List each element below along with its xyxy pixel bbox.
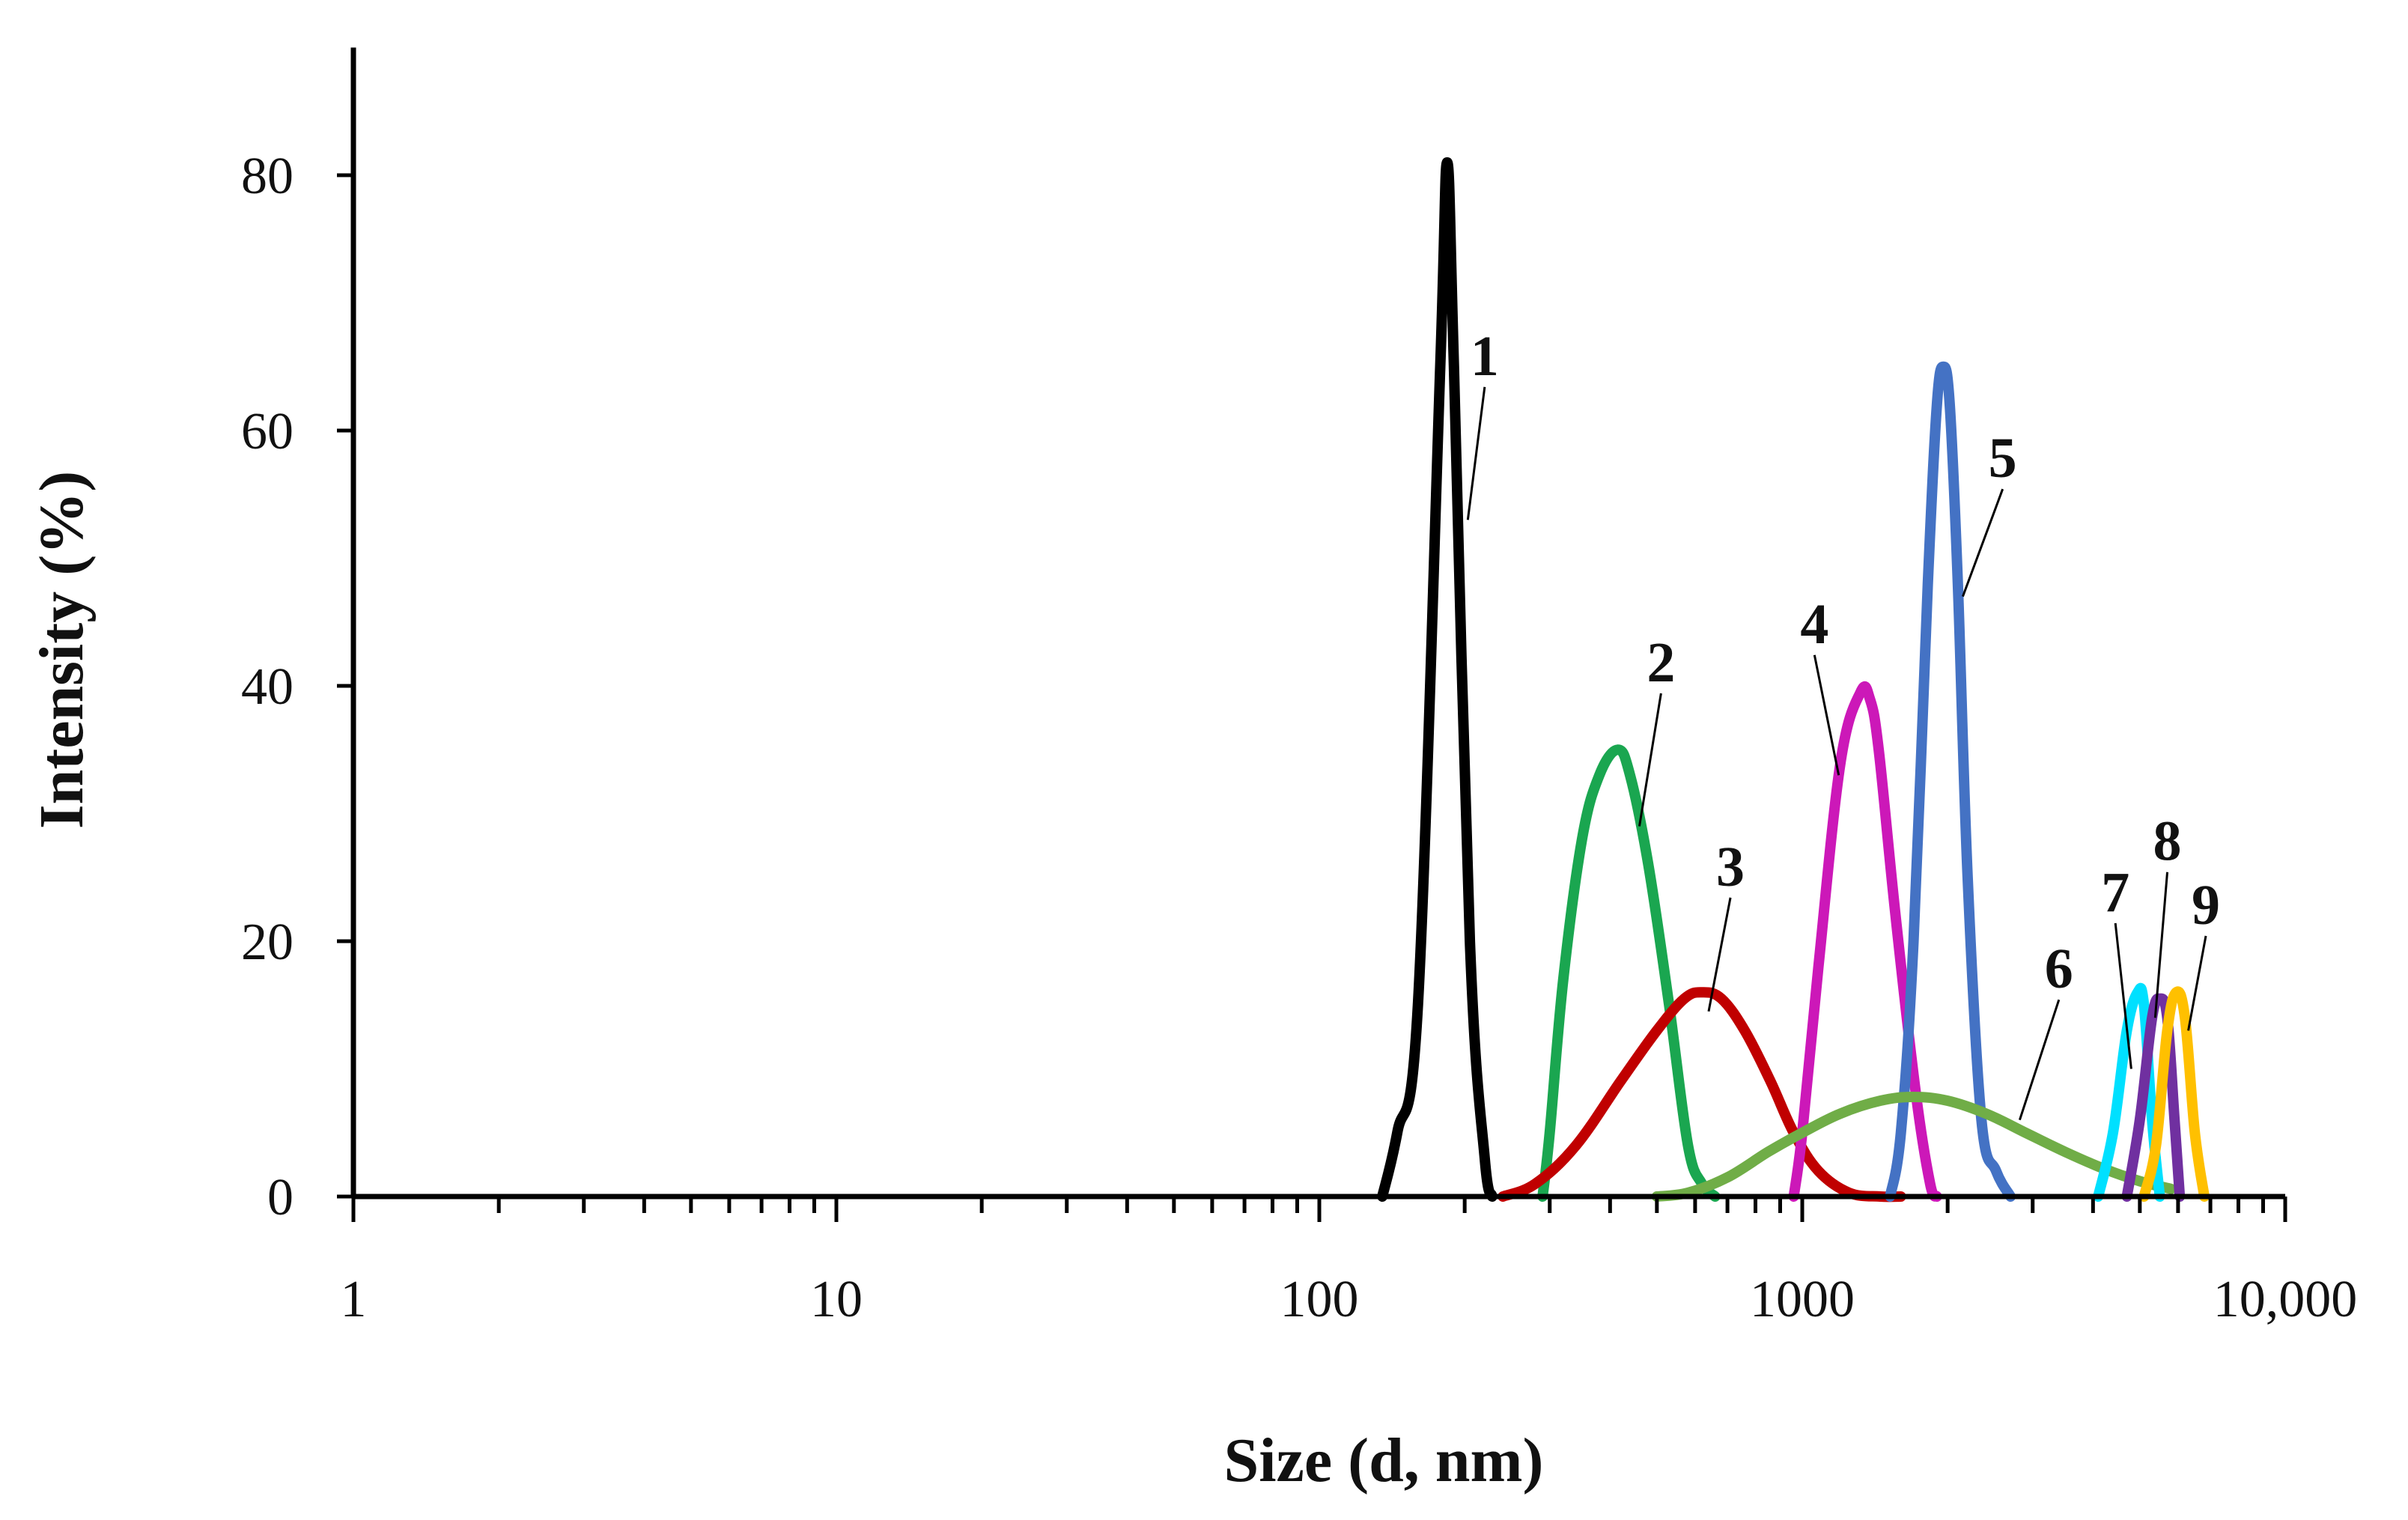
x-tick-label: 1: [341, 1271, 367, 1328]
axes: 0 20 40 60 80 1 10 100 1000 10,000: [241, 47, 2358, 1328]
series-4-leader: [1813, 654, 1840, 776]
series-1-leader: [1466, 386, 1486, 520]
series-3-leader: [1707, 897, 1732, 1012]
series-6-leader: [2018, 999, 2061, 1121]
series-2-leader: [1638, 693, 1662, 827]
y-tick-label: 20: [241, 913, 294, 971]
series-2-label: 2: [1647, 631, 1675, 694]
series-9-curve: [2138, 986, 2210, 1202]
series-5-curve: [1885, 361, 2016, 1202]
y-tick-label: 80: [241, 148, 294, 205]
axis-titles: Size (d, nm) Intensity (%): [27, 471, 1543, 1495]
y-tick-label: 0: [267, 1169, 294, 1226]
series-5-leader: [1962, 488, 2004, 598]
series-8-leader: [2153, 872, 2169, 1018]
series-2-curve: [1537, 744, 1721, 1202]
series-1-curve: [1377, 157, 1498, 1202]
series-7-label: 7: [2101, 861, 2129, 924]
x-tick-label: 10: [810, 1271, 863, 1328]
x-tick-label: 100: [1280, 1271, 1359, 1328]
x-tick-label: 1000: [1750, 1271, 1855, 1328]
x-tick-label: 10,000: [2213, 1271, 2358, 1328]
series-5-label: 5: [1989, 427, 2017, 490]
y-tick-label: 60: [241, 403, 294, 460]
series-7-leader: [2114, 922, 2132, 1069]
series-9-leader: [2187, 935, 2207, 1031]
series-3-curve: [1498, 987, 1906, 1203]
series-8-curve: [2121, 993, 2186, 1202]
series-curves: [1377, 157, 2210, 1203]
series-1-label: 1: [1471, 325, 1499, 388]
series-6-label: 6: [2045, 937, 2073, 1000]
series-4-label: 4: [1800, 593, 1828, 656]
series-6-curve: [1651, 1092, 2177, 1202]
series-9-label: 9: [2192, 874, 2220, 937]
series-7-curve: [2093, 982, 2165, 1202]
y-tick-label: 40: [241, 658, 294, 716]
series-3-label: 3: [1716, 836, 1745, 899]
series-8-label: 8: [2153, 810, 2182, 873]
y-axis-title: Intensity (%): [27, 471, 97, 829]
x-axis-title: Size (d, nm): [1224, 1426, 1544, 1495]
